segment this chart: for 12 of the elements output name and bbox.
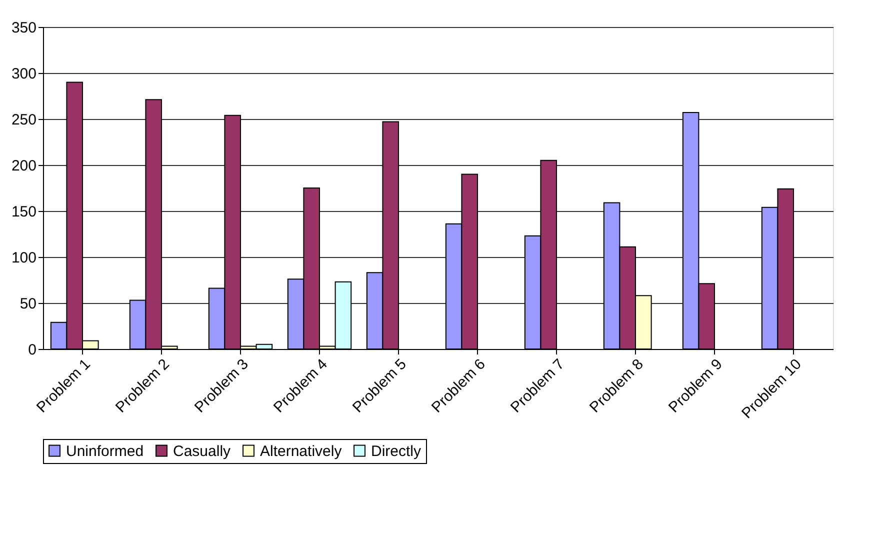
y-tick-label: 0 xyxy=(28,342,36,358)
y-tick-label: 250 xyxy=(11,112,36,128)
y-tick-label: 300 xyxy=(11,66,36,82)
y-tick-label: 350 xyxy=(11,20,36,36)
y-tick-label: 200 xyxy=(11,158,36,174)
legend-label: Directly xyxy=(371,442,422,460)
y-tick-label: 150 xyxy=(11,204,36,220)
legend-label: Casually xyxy=(173,442,232,460)
legend-label: Alternatively xyxy=(260,442,342,460)
legend-label: Uninformed xyxy=(66,442,144,460)
y-tick-label: 100 xyxy=(11,250,36,266)
y-tick-label: 50 xyxy=(20,296,36,312)
